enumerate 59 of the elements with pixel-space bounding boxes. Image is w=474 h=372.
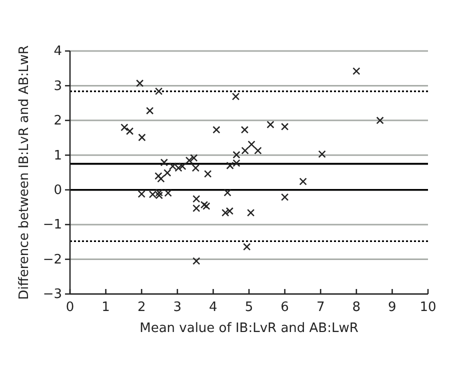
x-tick-label: 5	[244, 300, 254, 316]
x-axis-title: Mean value of IB:LvR and AB:LwR	[140, 321, 358, 336]
point	[248, 140, 256, 148]
point	[352, 67, 360, 75]
point	[138, 190, 146, 198]
point	[224, 188, 232, 196]
y-tick-label: −2	[42, 252, 62, 268]
point	[146, 106, 154, 115]
x-tick-label: 8	[352, 300, 361, 316]
point	[243, 242, 251, 251]
y-tick-label: 4	[54, 44, 62, 60]
point	[232, 150, 240, 159]
y-axis-title: Difference between IB:LvR and AB:LwR	[17, 45, 32, 300]
x-tick-label: 10	[420, 300, 436, 316]
point	[376, 116, 384, 124]
x-tick-label: 1	[102, 300, 110, 316]
point	[164, 169, 172, 177]
y-tick-label: −3	[42, 287, 62, 302]
point	[192, 195, 200, 203]
x-tick-label: 7	[316, 300, 325, 316]
point	[318, 150, 326, 158]
point	[136, 79, 144, 88]
x-tick-label: 9	[388, 300, 396, 316]
point	[126, 127, 134, 136]
x-tick-label: 6	[280, 300, 289, 316]
x-tick-label: 4	[209, 300, 218, 316]
point	[212, 126, 220, 134]
point	[280, 193, 289, 201]
y-tick-label: 3	[54, 78, 62, 94]
point	[246, 208, 255, 217]
x-tick-label: 3	[173, 300, 182, 316]
point	[154, 172, 162, 180]
point	[192, 204, 200, 212]
point	[226, 207, 234, 215]
point	[202, 202, 210, 210]
x-tick-label: 2	[137, 300, 146, 316]
point	[154, 87, 163, 96]
point	[241, 146, 249, 154]
point	[178, 162, 186, 170]
point	[157, 174, 165, 183]
point	[222, 208, 230, 217]
point	[232, 92, 240, 100]
point	[138, 134, 146, 142]
point	[160, 158, 168, 166]
point	[192, 257, 200, 265]
y-tick-label: 0	[54, 183, 62, 198]
y-tick-label: 1	[54, 148, 62, 164]
point	[120, 124, 128, 132]
point	[299, 178, 307, 186]
point	[192, 164, 200, 172]
x-tick-label: 0	[66, 300, 74, 316]
y-tick-label: −1	[42, 218, 62, 233]
point	[200, 200, 208, 209]
point	[204, 170, 212, 178]
point	[280, 122, 289, 130]
point	[240, 126, 249, 134]
point	[266, 120, 274, 128]
y-tick-label: 2	[54, 114, 62, 129]
point	[254, 146, 262, 154]
